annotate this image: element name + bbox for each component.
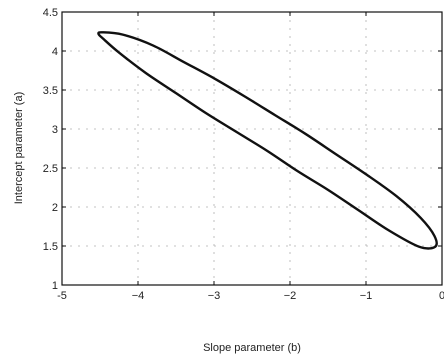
series-ellipse xyxy=(97,31,438,250)
y-tick-label-2: 2 xyxy=(52,202,58,214)
y-tick-label-4: 3 xyxy=(52,124,58,136)
y-tick-label-7: 4.5 xyxy=(43,7,58,19)
y-axis-label: Intercept parameter (a) xyxy=(13,92,25,205)
y-tick-label-0: 1 xyxy=(52,280,58,292)
x-tick-label-5: 0 xyxy=(439,290,444,302)
x-tick-label-0: -5 xyxy=(57,290,67,302)
x-tick-label-3: −2 xyxy=(284,290,297,302)
ticks xyxy=(61,11,443,286)
x-tick-label-2: −3 xyxy=(208,290,221,302)
x-axis-label: Slope parameter (b) xyxy=(203,342,301,354)
y-tick-label-6: 4 xyxy=(52,46,58,58)
grid xyxy=(62,12,442,285)
plot-frame xyxy=(61,11,443,286)
y-tick-label-3: 2.5 xyxy=(43,163,58,175)
y-tick-label-5: 3.5 xyxy=(43,85,58,97)
x-tick-labels: -5 −4 −3 −2 −1 0 xyxy=(57,290,444,302)
x-tick-label-1: −4 xyxy=(132,290,145,302)
x-tick-label-4: −1 xyxy=(360,290,373,302)
y-tick-label-1: 1.5 xyxy=(43,241,58,253)
y-tick-labels: 1 1.5 2 2.5 3 3.5 4 4.5 xyxy=(43,7,58,292)
